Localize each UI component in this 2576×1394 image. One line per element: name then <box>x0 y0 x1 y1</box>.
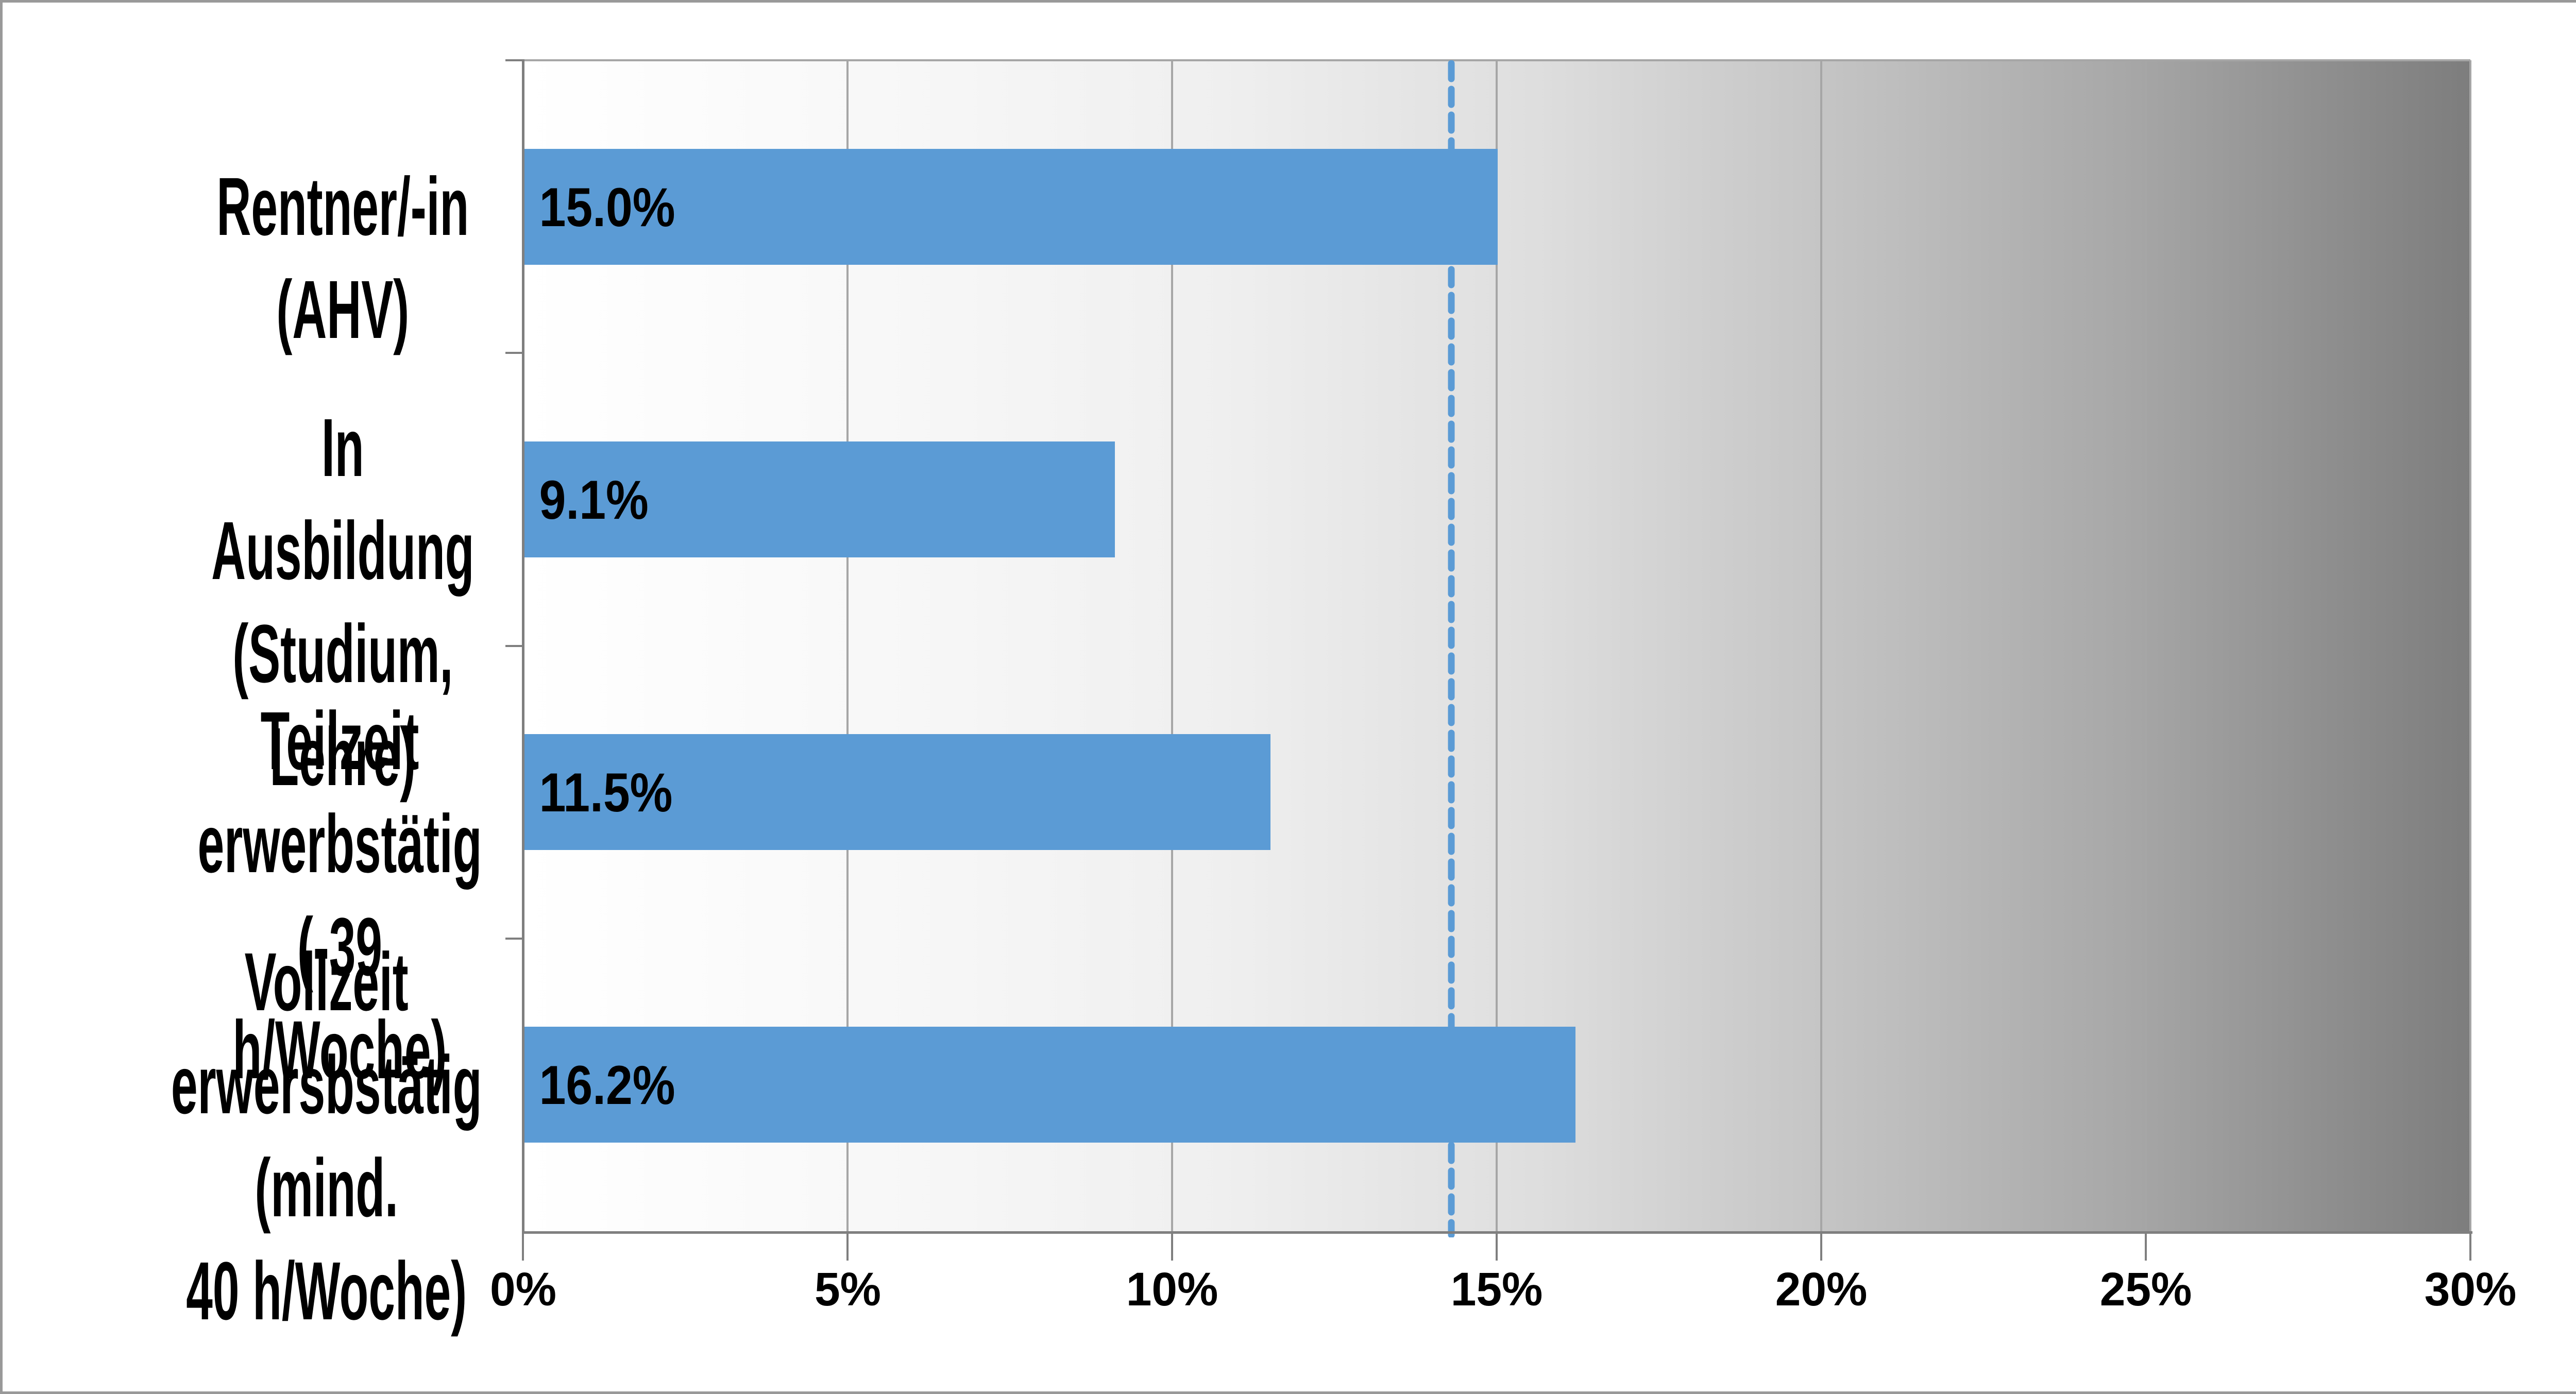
x-axis-label-10%: 10% <box>1018 1263 1327 1316</box>
x-tick-0% <box>522 1234 524 1261</box>
x-tick-10% <box>1171 1234 1173 1261</box>
category-label-3: Vollzeit erwersbstätig (mind. 40 h/Woche… <box>171 936 482 1337</box>
category-boundary-tick-2 <box>505 645 523 647</box>
y-axis-line <box>522 59 524 1233</box>
bar-3: 16.2% <box>524 1027 1575 1143</box>
category-label-1: In Ausbildung (Studium, Lehre) <box>211 401 474 803</box>
x-axis-line <box>522 1231 2472 1234</box>
x-axis-label-text: 10% <box>1126 1263 1218 1316</box>
category-label-2: Teilzeit erwerbstätig (-39 h/Woche) <box>197 694 482 1096</box>
x-axis-label-5%: 5% <box>693 1263 1002 1316</box>
category-label-0: Rentner/-in (AHV) <box>216 160 469 355</box>
gridline-20% <box>1820 60 1822 1231</box>
x-axis-label-text: 30% <box>2424 1263 2517 1316</box>
bar-2: 11.5% <box>524 734 1270 850</box>
category-boundary-tick-1 <box>505 352 523 354</box>
x-tick-25% <box>2145 1234 2147 1261</box>
x-axis-label-0%: 0% <box>368 1263 677 1316</box>
x-axis-label-text: 15% <box>1450 1263 1543 1316</box>
gridline-30% <box>2469 60 2471 1231</box>
bar-0: 15.0% <box>524 149 1498 265</box>
x-tick-20% <box>1820 1234 1822 1261</box>
bar-value-label-2: 11.5% <box>539 761 673 823</box>
x-axis-label-30%: 30% <box>2316 1263 2576 1316</box>
bar-value-label-3: 16.2% <box>539 1053 675 1116</box>
gridline-25% <box>2145 60 2147 1231</box>
bar-value-label-0: 15.0% <box>539 176 675 238</box>
x-tick-15% <box>1496 1234 1498 1261</box>
category-boundary-tick-0 <box>505 59 523 61</box>
bar-1: 9.1% <box>524 441 1115 557</box>
x-axis-label-text: 5% <box>814 1263 881 1316</box>
gridline-5% <box>846 60 849 1231</box>
category-boundary-tick-3 <box>505 938 523 940</box>
x-tick-30% <box>2469 1234 2471 1261</box>
x-axis-label-text: 20% <box>1775 1263 1868 1316</box>
gridline-10% <box>1171 60 1173 1231</box>
x-axis-label-text: 0% <box>489 1263 556 1316</box>
x-axis-label-25%: 25% <box>1991 1263 2300 1316</box>
x-axis-label-15%: 15% <box>1342 1263 1651 1316</box>
bar-value-label-1: 9.1% <box>539 468 649 531</box>
x-axis-label-20%: 20% <box>1667 1263 1976 1316</box>
x-axis-label-text: 25% <box>2099 1263 2192 1316</box>
x-tick-5% <box>846 1234 849 1261</box>
plot-area-top-border <box>523 59 2470 61</box>
gridline-15% <box>1496 60 1498 1231</box>
